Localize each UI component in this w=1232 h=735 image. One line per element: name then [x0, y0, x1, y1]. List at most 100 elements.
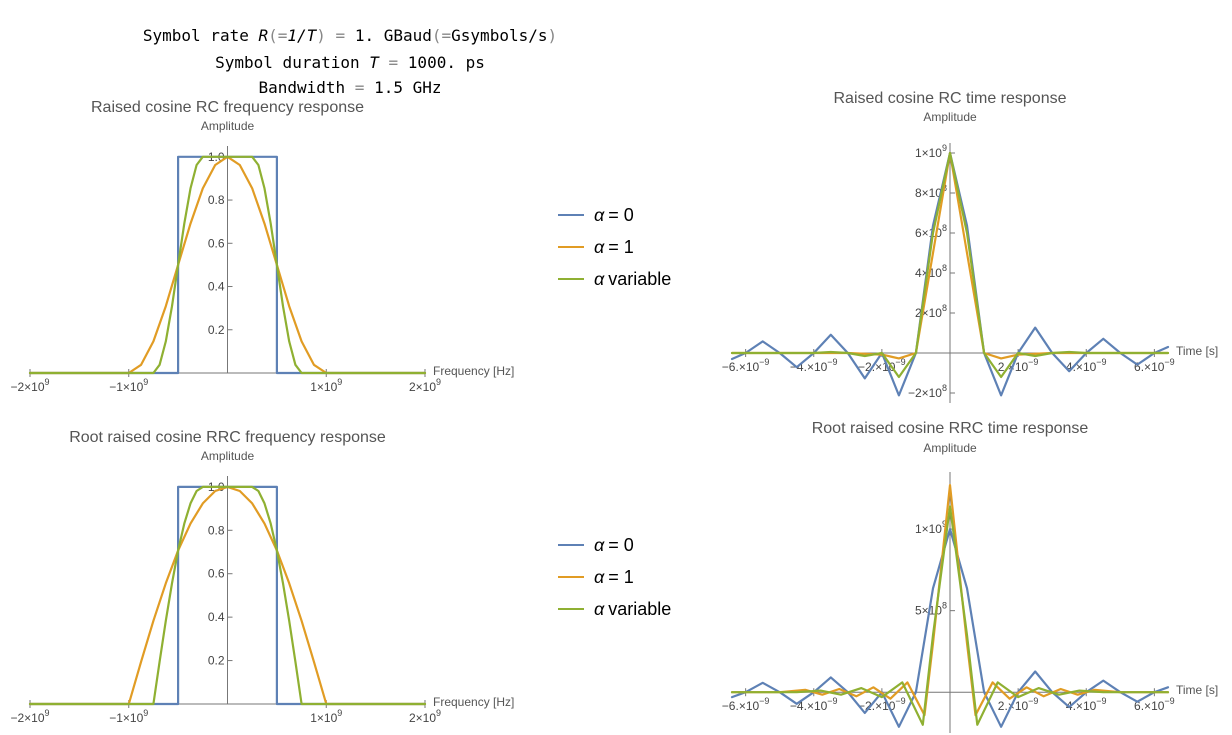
x-tick-label: −2×109: [10, 377, 49, 394]
x-axis-label: Frequency [Hz]: [433, 695, 514, 709]
series-line-alpha1: [730, 484, 1170, 717]
x-tick-label: 1×109: [310, 708, 342, 725]
y-tick-label: 0.4: [208, 280, 225, 294]
x-tick-label: 2×109: [409, 708, 441, 725]
legend-label: = 0: [608, 534, 634, 555]
symbol-rate-unit: Gsymbols/s: [451, 26, 548, 45]
symbol-rate-symbol: R: [258, 26, 269, 45]
y-tick-label: 1×109: [915, 519, 947, 536]
x-axis-label: Frequency [Hz]: [433, 364, 514, 378]
legend-item-alpha1: α = 1: [558, 561, 671, 593]
x-tick-label: 2.×10−9: [998, 696, 1039, 713]
y-tick-label: 0.2: [208, 323, 225, 337]
chart-rc-time: Raised cosine RC time response Amplitude T…: [722, 90, 1218, 403]
chart-rrc-freq: Root raised cosine RRC frequency respons…: [10, 429, 514, 725]
series-line-alpha0: [730, 528, 1170, 728]
y-tick-label: 1×109: [915, 143, 947, 160]
legend-label: variable: [608, 268, 672, 289]
y-tick-label: 0.2: [208, 654, 225, 668]
legend-alpha-symbol: α: [594, 598, 605, 619]
legend-alpha-symbol: α: [594, 566, 605, 587]
symbol-rate-formula: 1/T: [287, 26, 317, 45]
y-axis-label: Amplitude: [923, 441, 977, 455]
legend-swatch-alpha0: [558, 214, 584, 216]
legend-swatch-alpha1: [558, 576, 584, 578]
x-tick-label: 6.×10−9: [1134, 357, 1175, 374]
x-tick-label: −1×109: [109, 377, 148, 394]
legend-alpha-symbol: α: [594, 204, 605, 225]
chart-title: Raised cosine RC time response: [834, 90, 1067, 107]
x-tick-label: 1×109: [310, 377, 342, 394]
legend-item-alpha0: α = 0: [558, 529, 671, 561]
symbol-rate-unit-close: ): [547, 26, 558, 45]
series-line-variable: [730, 505, 1170, 726]
symbol-rate-equals: =: [325, 26, 355, 45]
legend-alpha-symbol: α: [594, 268, 605, 289]
x-tick-label: 2×109: [409, 377, 441, 394]
bandwidth-line: Bandwidth = 1.5 GHz: [0, 59, 700, 97]
legend-rc: α = 0 α = 1 α variable: [558, 199, 671, 295]
legend-alpha-symbol: α: [594, 534, 605, 555]
x-tick-label: −4.×10−9: [790, 357, 838, 374]
legend-alpha-symbol: α: [594, 236, 605, 257]
symbol-rate-paren-open: (=: [268, 26, 288, 45]
chart-title: Root raised cosine RRC frequency respons…: [69, 429, 386, 446]
x-tick-label: −6.×10−9: [722, 696, 770, 713]
legend-label: = 1: [608, 566, 634, 587]
y-axis-label: Amplitude: [201, 449, 255, 463]
legend-item-alpha0: α = 0: [558, 199, 671, 231]
y-tick-label: 0.8: [208, 523, 225, 537]
series-line-variable: [28, 485, 427, 706]
y-tick-label: −2×108: [908, 383, 947, 400]
symbol-duration-value: 1000. ps: [407, 53, 485, 72]
symbol-rate-line: Symbol rate R(=1/T) = 1. GBaud(=Gsymbols…: [0, 7, 700, 45]
y-tick-label: 0.6: [208, 567, 225, 581]
chart-title: Root raised cosine RRC time response: [812, 420, 1089, 437]
legend-label: = 1: [608, 236, 634, 257]
x-tick-label: −2.×10−9: [858, 357, 906, 374]
y-tick-label: 0.4: [208, 610, 225, 624]
legend-label: = 0: [608, 204, 634, 225]
symbol-rate-paren-close: ): [316, 26, 326, 45]
y-tick-label: 4×108: [915, 263, 947, 280]
symbol-rate-unit-open: (=: [431, 26, 452, 45]
legend-item-variable: α variable: [558, 593, 671, 625]
symbol-duration-symbol: T: [369, 53, 379, 72]
legend-item-alpha1: α = 1: [558, 231, 671, 263]
series-line-variable: [28, 155, 427, 375]
y-tick-label: 0.6: [208, 236, 225, 250]
x-tick-label: −6.×10−9: [722, 357, 770, 374]
y-axis-label: Amplitude: [201, 119, 255, 133]
legend-item-variable: α variable: [558, 263, 671, 295]
x-axis-label: Time [s]: [1176, 683, 1218, 697]
bandwidth-label: Bandwidth: [258, 78, 346, 97]
y-tick-label: 0.8: [208, 193, 225, 207]
symbol-rate-label: Symbol rate: [142, 26, 259, 45]
x-tick-label: −2.×10−9: [858, 696, 906, 713]
x-tick-label: −1×109: [109, 708, 148, 725]
legend-swatch-variable: [558, 278, 584, 280]
x-tick-label: −2×109: [10, 708, 49, 725]
x-tick-label: 6.×10−9: [1134, 696, 1175, 713]
chart-rc-freq: Raised cosine RC frequency response Ampli…: [10, 99, 514, 394]
y-tick-label: 6×108: [915, 223, 947, 240]
x-tick-label: 4.×10−9: [1066, 357, 1107, 374]
series-line-variable: [730, 151, 1170, 379]
bandwidth-equals: =: [345, 78, 375, 97]
symbol-duration-label: Symbol duration: [215, 53, 370, 72]
symbol-rate-value: 1. GBaud: [354, 26, 432, 45]
y-tick-label: 5×108: [915, 601, 947, 618]
legend-swatch-alpha0: [558, 544, 584, 546]
symbol-duration-equals: =: [378, 53, 408, 72]
chart-title: Raised cosine RC frequency response: [91, 99, 364, 116]
chart-rrc-time: Root raised cosine RRC time response Ampl…: [722, 420, 1218, 733]
legend-swatch-alpha1: [558, 246, 584, 248]
legend-label: variable: [608, 598, 672, 619]
legend-swatch-variable: [558, 608, 584, 610]
x-axis-label: Time [s]: [1176, 344, 1218, 358]
y-axis-label: Amplitude: [923, 110, 977, 124]
bandwidth-value: 1.5 GHz: [374, 78, 442, 97]
symbol-duration-line: Symbol duration T = 1000. ps: [0, 34, 700, 72]
legend-rrc: α = 0 α = 1 α variable: [558, 529, 671, 625]
